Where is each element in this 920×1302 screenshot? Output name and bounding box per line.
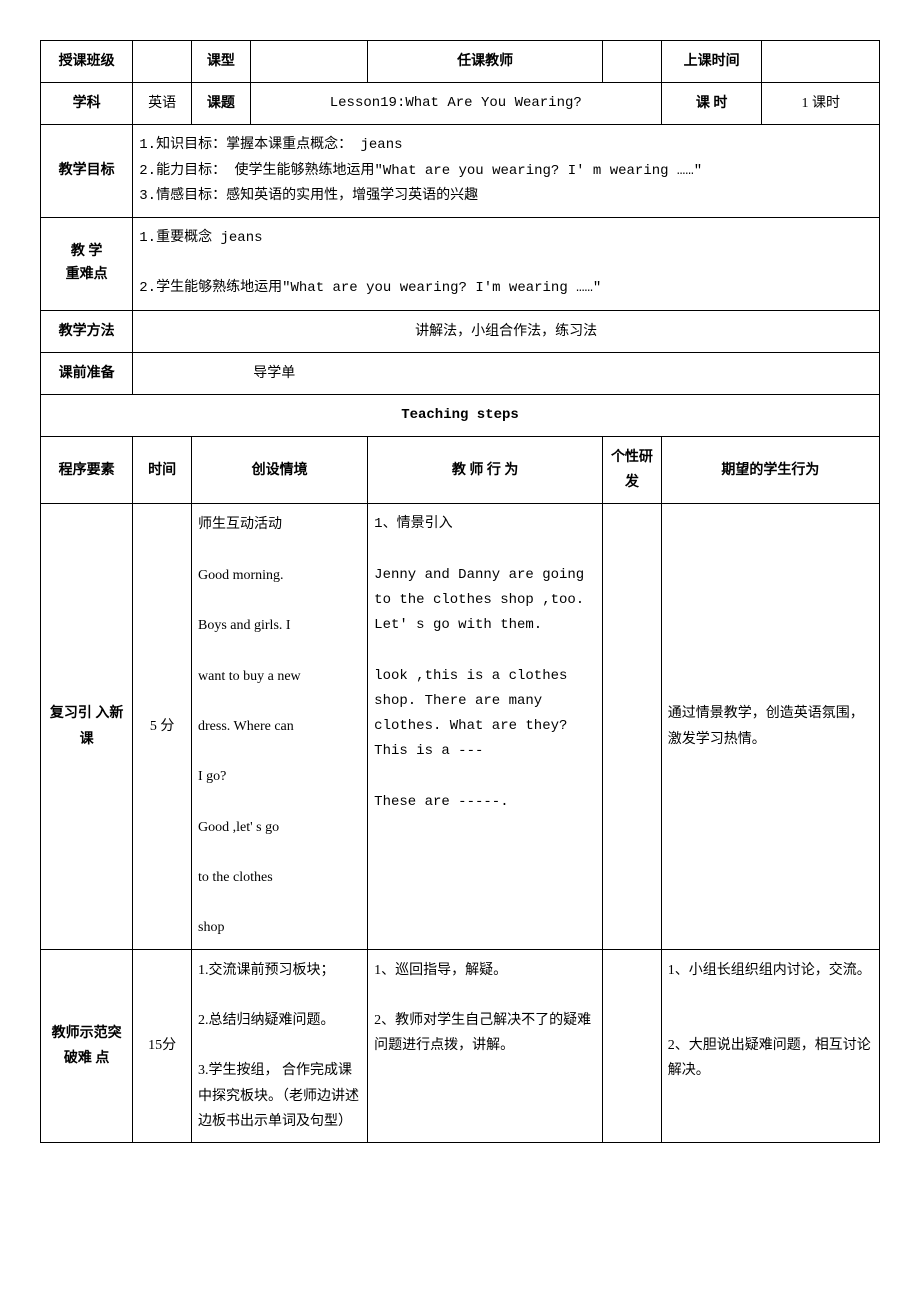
label-period: 课 时 xyxy=(661,83,762,125)
col-expect: 期望的学生行为 xyxy=(661,437,879,504)
step-b-label: 教师示范突破难 点 xyxy=(41,949,133,1142)
step-a-teacher: 1、情景引入 Jenny and Danny are going to the … xyxy=(368,504,603,949)
header-row-2: 学科 英语 课题 Lesson19:What Are You Wearing? … xyxy=(41,83,880,125)
col-program: 程序要素 xyxy=(41,437,133,504)
label-prep: 课前准备 xyxy=(41,352,133,394)
label-class: 授课班级 xyxy=(41,41,133,83)
col-teacher-action: 教 师 行 为 xyxy=(368,437,603,504)
value-topic: Lesson19:What Are You Wearing? xyxy=(250,83,661,125)
value-goals: 1.知识目标：掌握本课重点概念： jeans 2.能力目标： 使学生能够熟练地运… xyxy=(133,125,880,218)
label-type: 课型 xyxy=(192,41,251,83)
step-a-context: 师生互动活动 Good morning. Boys and girls. I w… xyxy=(192,504,368,949)
steps-title: Teaching steps xyxy=(41,394,880,436)
row-keypoints: 教 学 重难点 1.重要概念 jeans 2.学生能够熟练地运用"What ar… xyxy=(41,217,880,310)
lesson-plan-document: 授课班级 课型 任课教师 上课时间 学科 英语 课题 Lesson19:What… xyxy=(40,40,880,1143)
value-method: 讲解法，小组合作法，练习法 xyxy=(133,310,880,352)
lesson-plan-table: 授课班级 课型 任课教师 上课时间 学科 英语 课题 Lesson19:What… xyxy=(40,40,880,1143)
header-row-1: 授课班级 课型 任课教师 上课时间 xyxy=(41,41,880,83)
step-b-time: 15分 xyxy=(133,949,192,1142)
value-subject: 英语 xyxy=(133,83,192,125)
label-goals: 教学目标 xyxy=(41,125,133,218)
row-prep: 课前准备 导学单 xyxy=(41,352,880,394)
step-a-expect: 通过情景教学，创造英语氛围，激发学习热情。 xyxy=(661,504,879,949)
row-step-headers: 程序要素 时间 创设情境 教 师 行 为 个性研发 期望的学生行为 xyxy=(41,437,880,504)
step-b-context: 1.交流课前预习板块； 2.总结归纳疑难问题。 3.学生按组， 合作完成课中探究… xyxy=(192,949,368,1142)
col-time: 时间 xyxy=(133,437,192,504)
value-classtime xyxy=(762,41,880,83)
step-a-time: 5 分 xyxy=(133,504,192,949)
row-step-b: 教师示范突破难 点 15分 1.交流课前预习板块； 2.总结归纳疑难问题。 3.… xyxy=(41,949,880,1142)
step-a-custom xyxy=(603,504,662,949)
value-type xyxy=(250,41,367,83)
label-keypoints: 教 学 重难点 xyxy=(41,217,133,310)
row-goals: 教学目标 1.知识目标：掌握本课重点概念： jeans 2.能力目标： 使学生能… xyxy=(41,125,880,218)
step-b-expect: 1、小组长组织组内讨论，交流。 2、大胆说出疑难问题，相互讨论解决。 xyxy=(661,949,879,1142)
label-classtime: 上课时间 xyxy=(661,41,762,83)
row-step-a: 复习引 入新课 5 分 师生互动活动 Good morning. Boys an… xyxy=(41,504,880,949)
row-steps-title: Teaching steps xyxy=(41,394,880,436)
col-custom: 个性研发 xyxy=(603,437,662,504)
value-class xyxy=(133,41,192,83)
step-b-teacher: 1、巡回指导，解疑。 2、教师对学生自己解决不了的疑难问题进行点拨，讲解。 xyxy=(368,949,603,1142)
row-method: 教学方法 讲解法，小组合作法，练习法 xyxy=(41,310,880,352)
label-teacher: 任课教师 xyxy=(368,41,603,83)
label-subject: 学科 xyxy=(41,83,133,125)
value-prep: 导学单 xyxy=(133,352,880,394)
label-topic: 课题 xyxy=(192,83,251,125)
col-context: 创设情境 xyxy=(192,437,368,504)
step-a-label: 复习引 入新课 xyxy=(41,504,133,949)
value-keypoints: 1.重要概念 jeans 2.学生能够熟练地运用"What are you we… xyxy=(133,217,880,310)
step-b-custom xyxy=(603,949,662,1142)
value-period: 1 课时 xyxy=(762,83,880,125)
value-teacher xyxy=(603,41,662,83)
label-method: 教学方法 xyxy=(41,310,133,352)
